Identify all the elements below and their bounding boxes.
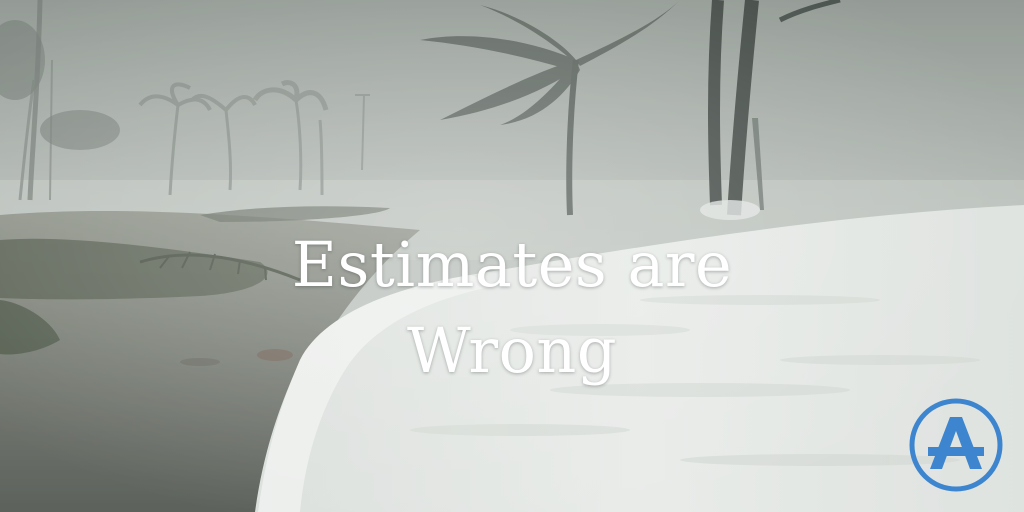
headline-line-2: Wrong [406,314,618,387]
headline-line-1: Estimates are [291,228,733,301]
headline: Estimates are Wrong [0,222,1024,394]
letter-a-circle-logo-icon [909,398,1003,492]
